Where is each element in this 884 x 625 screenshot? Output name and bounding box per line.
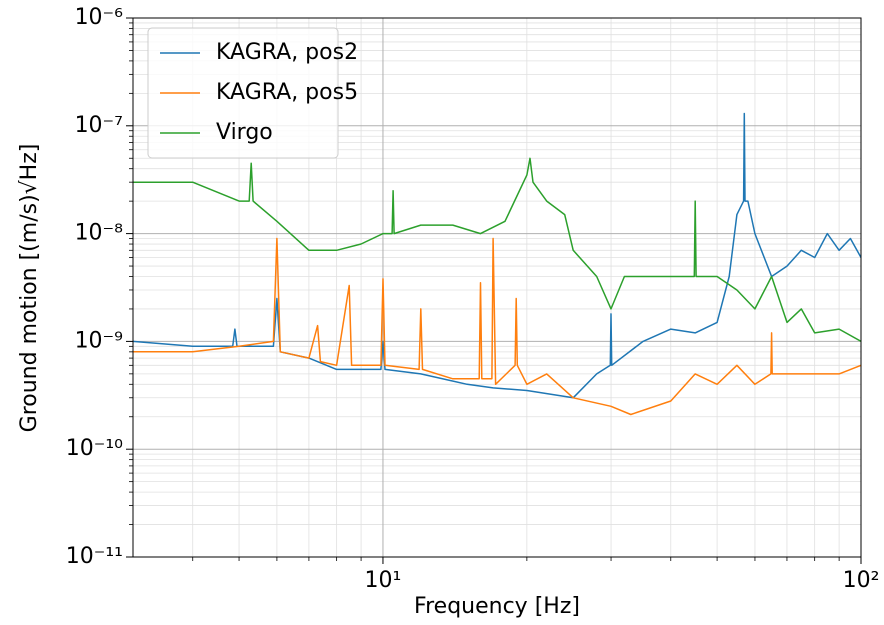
data-line <box>133 237 861 416</box>
x-tick-label: 10² <box>843 568 880 593</box>
legend-label: Virgo <box>216 120 273 145</box>
legend-label: KAGRA, pos5 <box>216 80 358 105</box>
legend-box <box>147 27 339 159</box>
data-line <box>133 112 861 399</box>
y-tick-label: 10⁻⁹ <box>75 328 123 353</box>
x-axis-label: Frequency [Hz] <box>414 594 580 619</box>
legend-label: KAGRA, pos2 <box>216 40 358 65</box>
plot-frame <box>132 17 862 558</box>
y-tick-label: 10⁻⁶ <box>75 5 124 30</box>
y-tick-label: 10⁻⁸ <box>75 221 124 246</box>
y-axis-label: Ground motion [(m/s)√Hz] <box>17 144 42 433</box>
y-tick-label: 10⁻¹¹ <box>66 544 123 569</box>
y-tick-label: 10⁻¹⁰ <box>66 436 123 461</box>
y-tick-label: 10⁻⁷ <box>75 113 123 138</box>
x-tick-label: 10¹ <box>365 568 402 593</box>
data-line <box>133 157 861 343</box>
